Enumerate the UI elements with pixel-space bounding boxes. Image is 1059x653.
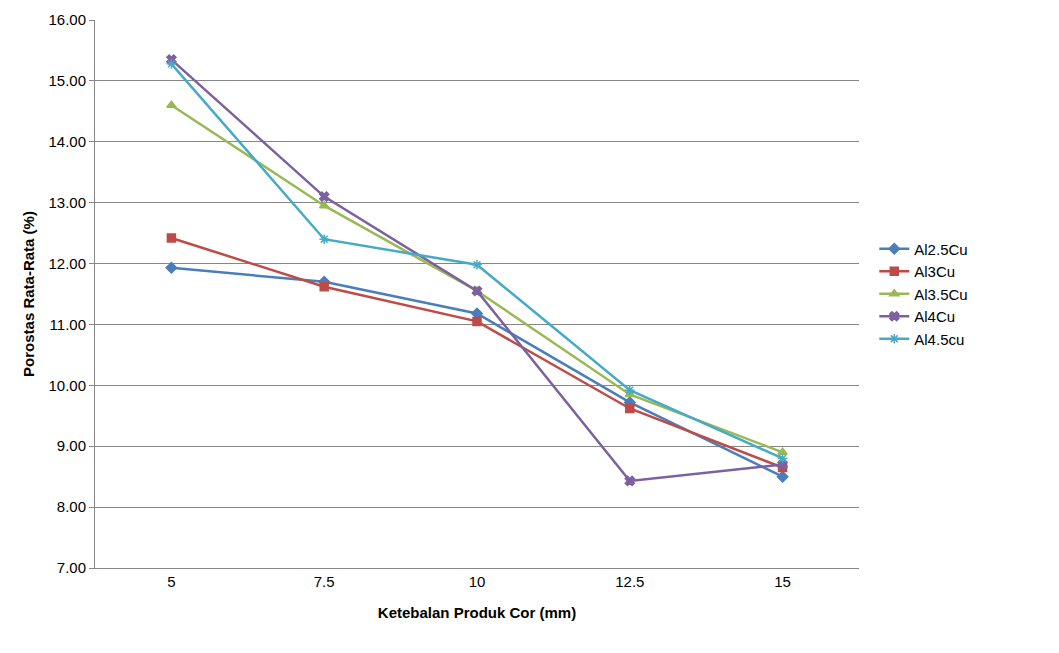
- svg-text:10: 10: [469, 573, 486, 590]
- svg-text:Al2.5Cu: Al2.5Cu: [914, 241, 967, 258]
- svg-text:Al3.5Cu: Al3.5Cu: [914, 286, 967, 303]
- svg-text:Ketebalan Produk Cor (mm): Ketebalan Produk Cor (mm): [378, 604, 576, 621]
- svg-text:14.00: 14.00: [48, 133, 86, 150]
- svg-text:Al3Cu: Al3Cu: [914, 263, 955, 280]
- svg-text:7.5: 7.5: [314, 573, 335, 590]
- svg-text:Porostas Rata-Rata (%): Porostas Rata-Rata (%): [20, 211, 37, 377]
- svg-text:16.00: 16.00: [48, 11, 86, 28]
- svg-text:12.00: 12.00: [48, 255, 86, 272]
- svg-text:13.00: 13.00: [48, 194, 86, 211]
- svg-text:Al4.5cu: Al4.5cu: [914, 331, 964, 348]
- svg-text:5: 5: [167, 573, 175, 590]
- svg-text:15.00: 15.00: [48, 72, 86, 89]
- svg-text:8.00: 8.00: [57, 498, 86, 515]
- svg-text:9.00: 9.00: [57, 437, 86, 454]
- svg-text:7.00: 7.00: [57, 559, 86, 576]
- svg-text:Al4Cu: Al4Cu: [914, 308, 955, 325]
- svg-text:12.5: 12.5: [615, 573, 644, 590]
- svg-text:15: 15: [774, 573, 791, 590]
- svg-text:10.00: 10.00: [48, 377, 86, 394]
- svg-text:11.00: 11.00: [50, 316, 86, 333]
